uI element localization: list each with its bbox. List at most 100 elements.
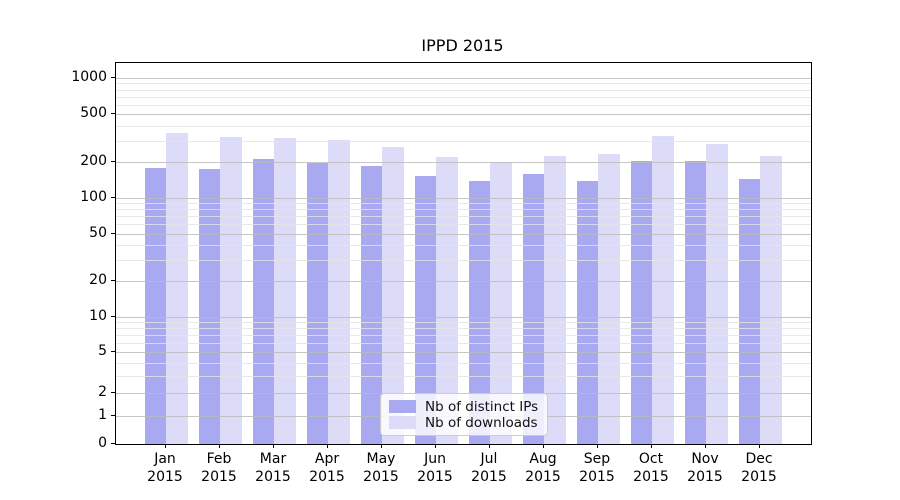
x-tick-mark bbox=[165, 444, 166, 448]
x-tick-mark bbox=[327, 444, 328, 448]
y-tick-label: 20 bbox=[89, 272, 107, 289]
plot-area: Nb of distinct IPs Nb of downloads bbox=[115, 62, 812, 445]
bar-downloads-jan bbox=[166, 133, 188, 444]
x-tick-label: Nov 2015 bbox=[665, 450, 745, 486]
x-tick-label-line: 2015 bbox=[417, 469, 453, 485]
x-tick-mark bbox=[219, 444, 220, 448]
x-tick-label-line: 2015 bbox=[363, 469, 399, 485]
x-tick-mark bbox=[273, 444, 274, 448]
bar-distinct-ips-apr bbox=[306, 162, 328, 444]
gridline-minor bbox=[116, 335, 811, 337]
x-tick-label-line: Sep bbox=[583, 451, 611, 467]
gridline-minor bbox=[116, 209, 811, 211]
y-tick-label: 100 bbox=[80, 188, 107, 205]
bar-distinct-ips-jan bbox=[144, 167, 166, 444]
gridline-minor bbox=[116, 328, 811, 330]
bar-downloads-apr bbox=[328, 140, 350, 444]
y-tick-mark bbox=[111, 280, 115, 282]
gridline-minor bbox=[116, 260, 811, 262]
y-tick-mark bbox=[111, 196, 115, 198]
bar-downloads-jul bbox=[490, 161, 512, 444]
bar-downloads-feb bbox=[220, 137, 242, 444]
y-tick-label: 1000 bbox=[71, 69, 107, 85]
gridline-minor bbox=[116, 216, 811, 218]
x-tick-label: Oct 2015 bbox=[611, 450, 691, 486]
y-tick-mark bbox=[111, 315, 115, 317]
x-tick-label-line: Aug bbox=[529, 451, 557, 467]
y-tick-mark bbox=[111, 232, 115, 234]
x-tick-label-line: Apr bbox=[314, 451, 340, 467]
bar-distinct-ips-oct bbox=[630, 160, 652, 444]
bar-distinct-ips-may bbox=[360, 166, 382, 444]
bar-distinct-ips-nov bbox=[684, 161, 706, 444]
y-tick-label: 1 bbox=[98, 406, 107, 423]
x-tick-label: Dec 2015 bbox=[719, 450, 799, 486]
gridline-minor bbox=[116, 376, 811, 377]
x-tick-mark bbox=[651, 444, 652, 448]
x-tick-label: Jan 2015 bbox=[125, 450, 205, 486]
y-tick-mark bbox=[111, 443, 115, 444]
y-tick-mark bbox=[111, 350, 115, 352]
bar-downloads-mar bbox=[274, 137, 296, 444]
grid-layer bbox=[116, 63, 811, 444]
x-tick-label: Sep 2015 bbox=[557, 450, 637, 486]
y-tick-mark bbox=[111, 113, 115, 115]
gridline-minor bbox=[116, 89, 811, 91]
bar-distinct-ips-sep bbox=[576, 180, 598, 444]
gridline-minor bbox=[116, 83, 811, 85]
x-tick-mark bbox=[381, 444, 382, 448]
y-tick-label: 200 bbox=[80, 152, 107, 169]
y-tick-mark bbox=[111, 392, 115, 394]
x-tick-label-line: Dec bbox=[745, 451, 773, 467]
gridline-minor bbox=[116, 342, 811, 344]
bar-distinct-ips-jul bbox=[468, 180, 490, 444]
legend-row-downloads: Nb of downloads bbox=[389, 414, 539, 431]
x-tick-label-line: Jan bbox=[154, 451, 176, 467]
gridline-minor bbox=[116, 104, 811, 106]
x-tick-label: Feb 2015 bbox=[179, 450, 259, 486]
gridline-major bbox=[116, 161, 811, 163]
bar-downloads-aug bbox=[544, 156, 566, 444]
bar-downloads-dec bbox=[760, 155, 782, 444]
gridline-major bbox=[116, 281, 811, 283]
gridline-minor bbox=[116, 362, 811, 364]
y-tick-label: 5 bbox=[98, 342, 107, 359]
x-tick-label-line: Feb bbox=[206, 451, 232, 467]
x-tick-label-line: 2015 bbox=[687, 469, 723, 485]
gridline-major bbox=[116, 233, 811, 235]
y-tick-label: 500 bbox=[80, 105, 107, 122]
gridline-minor bbox=[116, 203, 811, 205]
y-tick-mark bbox=[111, 160, 115, 162]
legend-row-distinct-ips: Nb of distinct IPs bbox=[389, 399, 539, 415]
legend: Nb of distinct IPs Nb of downloads bbox=[380, 393, 548, 436]
x-tick-label-line: 2015 bbox=[525, 469, 561, 485]
gridline-minor bbox=[116, 140, 811, 142]
x-tick-mark bbox=[597, 444, 598, 448]
legend-swatch-distinct-ips bbox=[389, 400, 416, 413]
gridline-major bbox=[116, 316, 811, 318]
x-tick-label: Apr 2015 bbox=[287, 450, 367, 486]
gridline-minor bbox=[116, 125, 811, 127]
y-tick-label: 2 bbox=[98, 384, 107, 401]
bar-distinct-ips-feb bbox=[198, 168, 220, 444]
gridline-major bbox=[116, 78, 811, 79]
x-tick-label: May 2015 bbox=[341, 450, 421, 486]
gridline-minor bbox=[116, 245, 811, 247]
y-tick-label: 10 bbox=[89, 307, 107, 324]
x-tick-label-line: Jun bbox=[424, 451, 446, 467]
x-tick-mark bbox=[489, 444, 490, 448]
legend-label-downloads: Nb of downloads bbox=[425, 414, 538, 431]
x-tick-mark bbox=[435, 444, 436, 448]
x-tick-label-line: 2015 bbox=[633, 469, 669, 485]
x-tick-mark bbox=[759, 444, 760, 448]
x-tick-label: Aug 2015 bbox=[503, 450, 583, 486]
x-tick-label-line: May bbox=[366, 451, 396, 467]
bar-distinct-ips-mar bbox=[252, 158, 274, 444]
gridline-minor bbox=[116, 96, 811, 98]
bar-downloads-may bbox=[382, 147, 404, 444]
x-tick-mark bbox=[543, 444, 544, 448]
gridline-major bbox=[116, 114, 811, 116]
x-tick-label-line: 2015 bbox=[255, 469, 291, 485]
y-tick-mark bbox=[111, 414, 115, 416]
